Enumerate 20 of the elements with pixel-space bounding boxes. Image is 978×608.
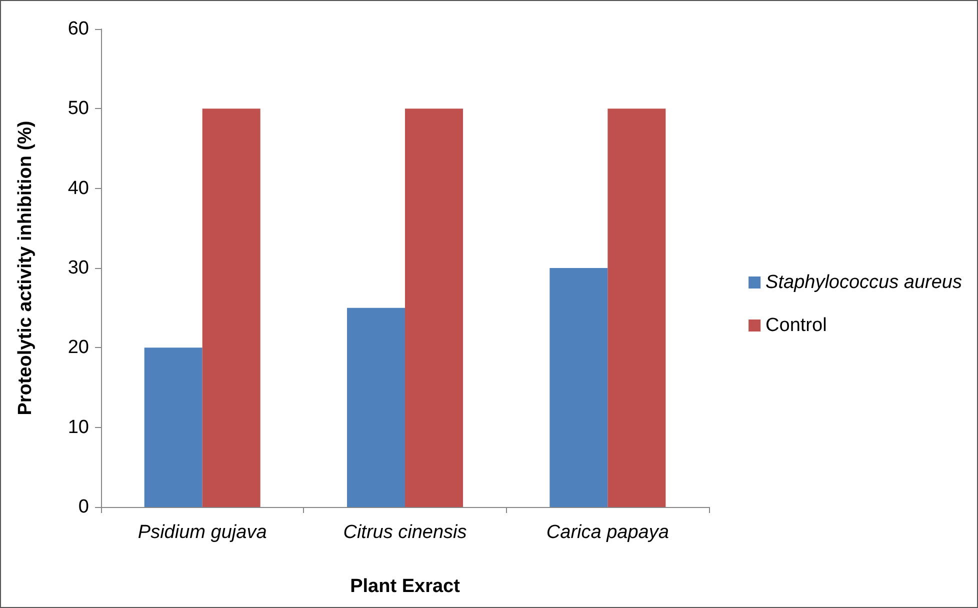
- legend-label: Staphylococcus aureus: [766, 272, 962, 293]
- bar: [405, 108, 463, 507]
- bar: [608, 108, 666, 507]
- y-tick-label: 0: [78, 496, 89, 518]
- y-tick-label: 30: [68, 258, 89, 278]
- x-tick-label: Psidium gujava: [138, 522, 267, 543]
- x-tick-label: Carica papaya: [546, 522, 669, 543]
- x-axis-title: Plant Exract: [350, 576, 461, 597]
- y-axis-title: Proteolytic activity inhibition (%): [15, 120, 36, 416]
- x-tick-label: Citrus cinensis: [343, 522, 468, 543]
- bar: [144, 348, 202, 507]
- y-tick-label: 60: [68, 18, 89, 40]
- y-tick-label: 40: [68, 178, 89, 199]
- y-tick-label: 10: [68, 416, 89, 438]
- legend-label: Control: [766, 315, 827, 336]
- bar: [202, 108, 260, 507]
- y-tick-label: 50: [68, 98, 89, 120]
- bar: [550, 268, 608, 507]
- bar: [347, 308, 405, 507]
- y-tick-label: 20: [68, 337, 89, 358]
